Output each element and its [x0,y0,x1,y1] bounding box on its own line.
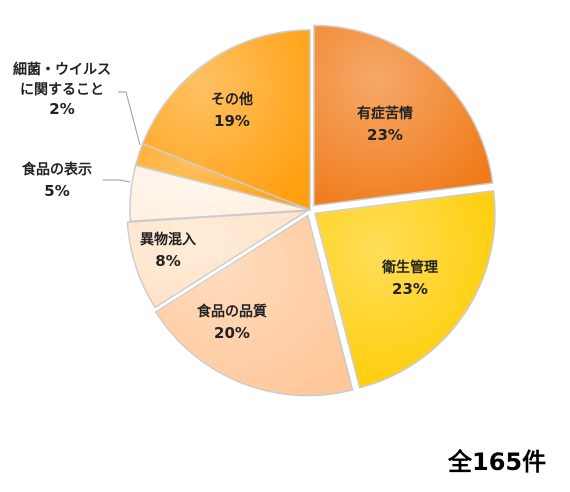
slice-percent-label: 2% [49,100,74,118]
slice-percent-label: 23% [367,126,403,144]
pie-slice-highlight [130,165,310,222]
slice-percent-label: 8% [155,252,180,270]
slice-label: 食品の表示 [22,161,92,178]
pie-slice-highlight [155,215,353,396]
slice-label: 衛生管理 [381,259,438,276]
pie-slice-highlight [314,190,495,388]
slice-label: 食品の品質 [197,303,267,320]
slice-label: 異物混入 [140,231,196,248]
pie-slice-highlight [142,30,310,210]
slice-percent-label: 19% [214,112,250,130]
slice-percent-label: 23% [392,280,428,298]
pie-slice-highlight [127,210,308,308]
total-count: 全165件 [448,448,547,476]
slice-label: 細菌・ウイルスに関すること [13,61,111,98]
pie-slice-highlight [313,25,493,206]
leader-line [103,179,131,183]
leader-line [118,91,141,146]
slice-label: その他 [211,91,253,108]
slice-percent-label: 5% [44,182,69,200]
slice-label: 有症苦情 [357,105,413,122]
slice-percent-label: 20% [214,324,250,342]
